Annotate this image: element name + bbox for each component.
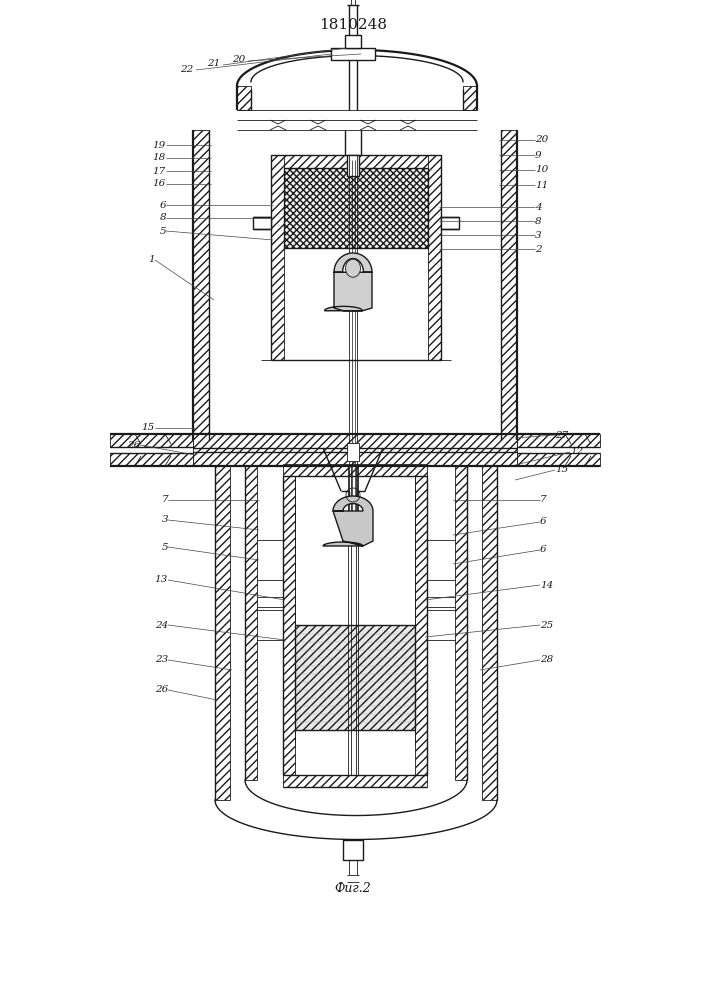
Bar — [295, 625, 415, 730]
Bar — [193, 130, 209, 440]
Text: 26: 26 — [127, 440, 140, 450]
Bar — [284, 168, 428, 248]
Bar — [501, 130, 517, 440]
Bar — [271, 155, 284, 360]
Bar — [428, 155, 441, 360]
Bar — [253, 217, 271, 229]
Text: 25: 25 — [540, 620, 554, 630]
Bar — [284, 168, 428, 248]
Bar — [347, 443, 359, 461]
Text: 5: 5 — [159, 227, 166, 235]
Text: 28: 28 — [540, 656, 554, 664]
Bar — [517, 453, 600, 466]
Text: 7: 7 — [540, 495, 547, 504]
Bar — [343, 840, 363, 860]
Bar — [295, 625, 415, 730]
Text: 8: 8 — [159, 214, 166, 223]
Text: 3: 3 — [161, 516, 168, 524]
Polygon shape — [325, 253, 372, 311]
Text: 4: 4 — [535, 202, 542, 212]
Bar — [193, 448, 517, 466]
Text: 20: 20 — [535, 135, 548, 144]
Text: 7: 7 — [161, 495, 168, 504]
Bar — [455, 466, 467, 780]
Text: 22: 22 — [180, 64, 193, 74]
Bar — [215, 466, 230, 800]
Text: 24: 24 — [155, 620, 168, 630]
Bar — [345, 35, 361, 48]
Text: 17: 17 — [153, 166, 166, 176]
Text: 12: 12 — [570, 448, 583, 456]
Text: 3: 3 — [535, 231, 542, 239]
Bar — [343, 840, 363, 860]
Text: 1810248: 1810248 — [319, 18, 387, 32]
Bar — [463, 86, 477, 110]
Text: 15: 15 — [141, 424, 155, 432]
Bar — [237, 86, 251, 110]
Bar — [110, 453, 193, 466]
Text: 9: 9 — [535, 150, 542, 159]
Text: 16: 16 — [153, 180, 166, 188]
Bar — [110, 434, 193, 447]
Polygon shape — [323, 496, 373, 546]
Bar — [441, 217, 459, 229]
Text: 8: 8 — [535, 217, 542, 226]
Bar — [271, 155, 441, 168]
Bar — [345, 35, 361, 48]
Bar — [347, 155, 359, 176]
Text: 23: 23 — [155, 656, 168, 664]
Bar — [331, 48, 375, 60]
Text: 11: 11 — [535, 180, 548, 190]
Text: 27: 27 — [555, 430, 568, 440]
Bar — [482, 466, 497, 800]
Text: Фиг.2: Фиг.2 — [334, 882, 371, 894]
Text: 19: 19 — [153, 140, 166, 149]
Text: 10: 10 — [535, 165, 548, 174]
Bar — [441, 217, 459, 229]
Bar — [331, 48, 375, 60]
Text: 2: 2 — [535, 244, 542, 253]
Text: 15: 15 — [555, 466, 568, 475]
Text: 20: 20 — [232, 55, 245, 64]
Text: 21: 21 — [206, 60, 220, 68]
Text: 26: 26 — [155, 686, 168, 694]
Text: 18: 18 — [153, 153, 166, 162]
Bar — [253, 217, 271, 229]
Bar — [245, 466, 257, 780]
Text: 6: 6 — [540, 546, 547, 554]
Text: 13: 13 — [155, 576, 168, 584]
Bar — [517, 434, 600, 447]
Text: 1: 1 — [148, 255, 155, 264]
Text: 14: 14 — [540, 580, 554, 589]
Text: 6: 6 — [540, 518, 547, 526]
Bar — [283, 775, 427, 787]
Bar — [347, 155, 359, 176]
Text: 5: 5 — [161, 542, 168, 552]
Ellipse shape — [346, 259, 361, 277]
Text: 6: 6 — [159, 200, 166, 210]
Bar — [415, 476, 427, 775]
Bar — [193, 434, 517, 452]
Bar — [283, 476, 295, 775]
Bar — [283, 464, 427, 476]
